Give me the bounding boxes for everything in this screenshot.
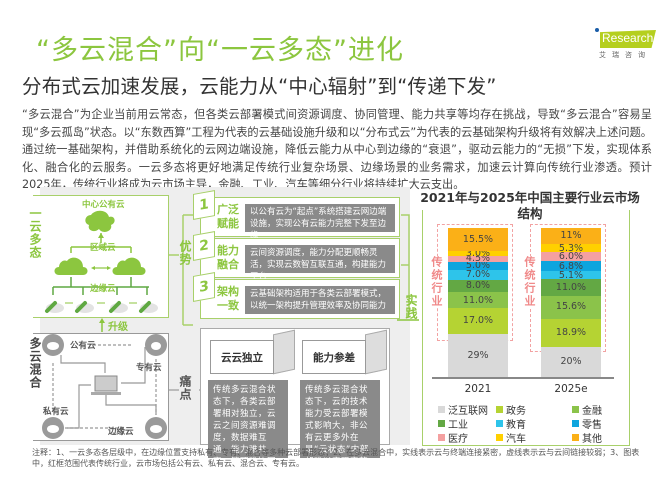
- legend-swatch-icon: [496, 434, 503, 441]
- legend-swatch-icon: [572, 406, 579, 413]
- legend-swatch-icon: [438, 406, 445, 413]
- x-axis: [432, 377, 614, 379]
- bar-segment: 15.5%: [448, 228, 508, 252]
- private-cloud-label: 私有云: [43, 407, 69, 417]
- page-title: “多云混合”向“一云多态”进化: [36, 35, 404, 66]
- bar-segment: 3.0%: [448, 251, 508, 256]
- legend-item: 教育: [496, 416, 526, 431]
- bar-segment: 11.0%: [448, 292, 508, 309]
- one-cloud-label: 一云多态: [27, 205, 44, 261]
- multi-cloud-diagram: [42, 334, 167, 439]
- edge-cloud-label-2: 边缘云: [108, 427, 134, 437]
- footnote: 注释：1、一云多态各层级中，在边缘位置支持私有、专有、混合等多种云部署形态；2、…: [32, 448, 640, 468]
- logo-dot-icon: [595, 28, 599, 32]
- traditional-industry-label: 传统行业: [521, 256, 537, 308]
- bar-segment: 18.9%: [541, 318, 601, 348]
- bar-segment: 5.1%: [541, 271, 601, 280]
- upgrade-label: 升级: [108, 322, 128, 333]
- advantage-item: 2 能力融合 云间资源调度，能力分配更顺畅灵活，实现云数智互联互通，构建能力平台: [193, 231, 400, 282]
- document-icon: [273, 329, 295, 375]
- pain-label: 痛点: [178, 375, 192, 401]
- legend-item: 金融: [572, 402, 602, 417]
- bar-segment: 4.5%: [448, 255, 508, 263]
- bar-segment: 5.3%: [541, 244, 601, 253]
- advantage-item: 1 广泛赋能 以公有云为“起点”系统搭建云网边端设施，实现公有云能力完整下发至边…: [193, 190, 400, 241]
- pain-item: 能力参差 传统多云混合状态下，云的技术能力受云部署模式影响大，非公有云更多外在是…: [300, 329, 387, 479]
- legend-item: 汽车: [496, 430, 526, 445]
- page-subtitle: 分布式云加速发展，云能力从“中心辐射”到“传递下发”: [22, 75, 497, 98]
- legend-item: 医疗: [438, 430, 468, 445]
- advantages-label: 优势: [178, 240, 192, 266]
- advantage-item: 3 架构一致 云基础架构适用于各类云部署模式，以统一架构提升管理效率及协同能力: [193, 272, 400, 319]
- upgrade-arrow-icon: [99, 318, 105, 332]
- legend-item: 政务: [496, 402, 526, 417]
- bar-segment: 6.0%: [541, 252, 601, 262]
- public-cloud-label: 公有云: [70, 341, 96, 351]
- legend-item: 工业: [438, 416, 468, 431]
- practice-label: 实践: [404, 294, 418, 320]
- bar-segment: 15.6%: [541, 295, 601, 319]
- bar-segment: 6.8%: [541, 261, 601, 272]
- intro-paragraph: “多云混合”为企业当前用云常态，但各类云部署模式间资源调度、协同管理、能力共享等…: [22, 108, 652, 192]
- legend-swatch-icon: [438, 420, 445, 427]
- edge-cloud-label: 边缘云: [90, 284, 116, 294]
- pain-item: 云云独立 传统多云混合状态下，各类云部署相对独立，云云之间资源难调度，数据难互通…: [208, 329, 295, 467]
- x-label: 2025e: [554, 383, 588, 395]
- x-label: 2021: [464, 383, 492, 395]
- bar-segment: 11%: [541, 228, 601, 245]
- document-icon: [365, 329, 387, 375]
- bar-segment: 17.0%: [448, 308, 508, 334]
- bar-segment: 8.0%: [448, 280, 508, 293]
- traditional-industry-label: 传统行业: [428, 256, 444, 308]
- legend-swatch-icon: [572, 420, 579, 427]
- legend-swatch-icon: [438, 434, 445, 441]
- legend-swatch-icon: [496, 406, 503, 413]
- legend-swatch-icon: [496, 420, 503, 427]
- cloud-network-diagram: [45, 210, 158, 313]
- legend-item: 泛互联网: [438, 402, 488, 417]
- bar-segment: 7.0%: [448, 269, 508, 281]
- bar-segment: 5.0%: [448, 262, 508, 270]
- multi-cloud-label: 多云混合: [27, 335, 44, 391]
- bar-segment: 20%: [541, 347, 601, 377]
- legend-item: 其他: [572, 430, 602, 445]
- chart-title: 2021年与2025年中国主要行业云市场结构: [420, 190, 640, 221]
- region-cloud-label: 区域云: [90, 243, 116, 253]
- dedicated-cloud-label: 专有云: [136, 363, 162, 373]
- iresearch-logo: Research 艾瑞咨询: [595, 26, 659, 62]
- bar-segment: 29%: [448, 333, 508, 377]
- center-cloud-label: 中心公有云: [82, 200, 125, 210]
- chart-frame: [422, 210, 630, 446]
- bar-segment: 11.0%: [541, 279, 601, 296]
- legend-item: 零售: [572, 416, 602, 431]
- legend-swatch-icon: [572, 434, 579, 441]
